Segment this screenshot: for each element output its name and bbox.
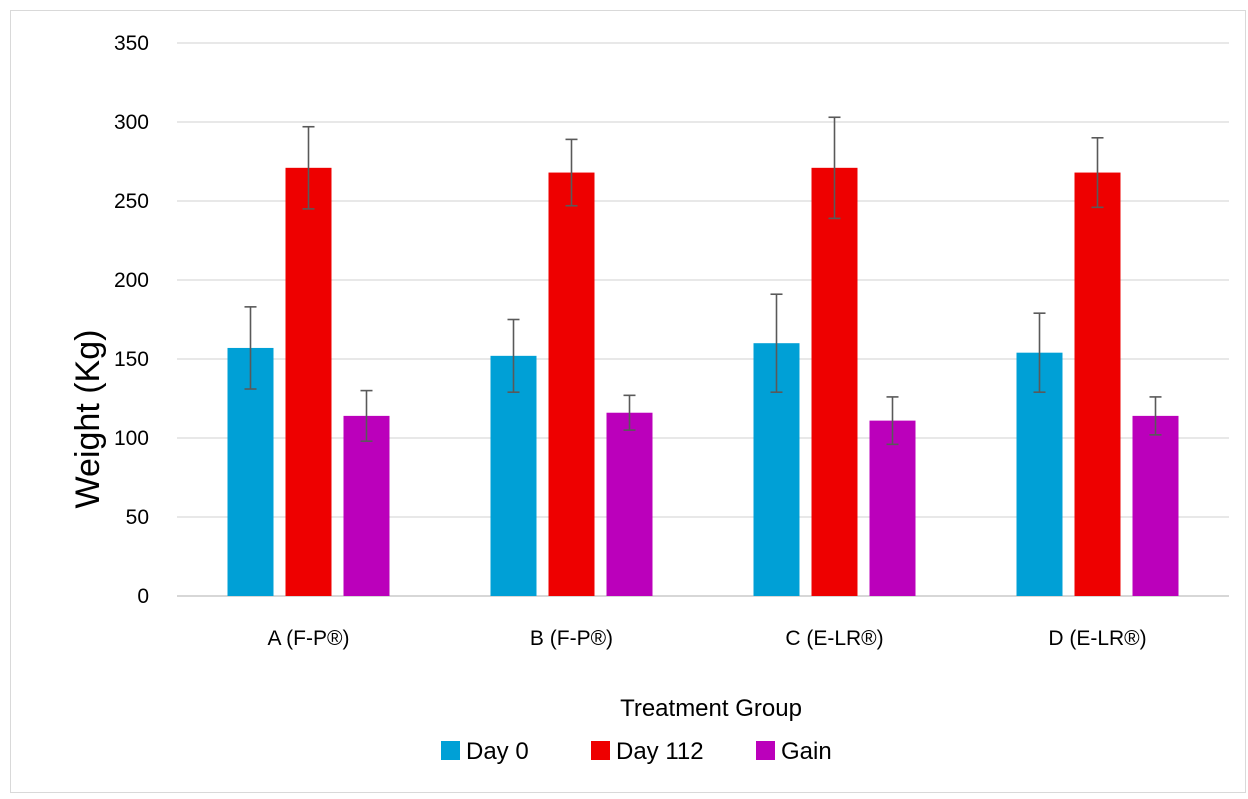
error-bar [1091, 137, 1104, 209]
x-category-label: D (E-LR®) [1048, 627, 1146, 650]
chart-frame: 0 50 100 150 200 250 300 350 A (F-P®) B (F-P®) C … [10, 10, 1246, 793]
legend: Day 0 Day 112 Gain [441, 738, 832, 765]
legend-swatch [441, 741, 460, 760]
bar-gain [1132, 415, 1179, 596]
error-bar [565, 138, 578, 207]
error-bar [507, 318, 520, 393]
legend-item: Day 0 [441, 738, 529, 765]
x-category-label: A (F-P®) [268, 627, 350, 650]
gridlines [177, 42, 1229, 597]
y-tick-label: 350 [114, 32, 149, 55]
bar-day-112 [811, 167, 858, 596]
x-axis-categories: A (F-P®) B (F-P®) C (E-LR®) D (E-LR®) [268, 627, 1147, 650]
error-bar [770, 293, 783, 393]
y-tick-label: 150 [114, 348, 149, 371]
legend-label: Day 0 [466, 738, 529, 765]
bar-day-0 [490, 355, 537, 596]
error-bar [1149, 396, 1162, 436]
x-axis-title: Treatment Group [620, 695, 802, 722]
legend-swatch [756, 741, 775, 760]
error-bar [244, 306, 257, 390]
error-bar [1033, 312, 1046, 393]
error-bar [623, 394, 636, 431]
legend-item: Day 112 [591, 738, 704, 765]
y-tick-label: 0 [137, 585, 149, 608]
error-bar [828, 116, 841, 220]
x-category-label: C (E-LR®) [785, 627, 883, 650]
x-category-label: B (F-P®) [530, 627, 613, 650]
bar-gain [869, 420, 916, 596]
bar-chart: 0 50 100 150 200 250 300 350 A (F-P®) B (F-P®) C … [69, 32, 1229, 765]
y-tick-label: 50 [126, 506, 149, 529]
legend-swatch [591, 741, 610, 760]
bar-gain [343, 415, 390, 596]
legend-label: Day 112 [616, 738, 704, 765]
y-axis-ticks: 0 50 100 150 200 250 300 350 [114, 32, 149, 608]
bar-day-112 [285, 167, 332, 596]
bar-day-0 [1016, 352, 1063, 596]
error-bar [360, 389, 373, 442]
bar-day-112 [1074, 172, 1121, 596]
y-tick-label: 300 [114, 111, 149, 134]
error-bar [886, 396, 899, 446]
y-tick-label: 100 [114, 427, 149, 450]
y-tick-label: 250 [114, 190, 149, 213]
legend-item: Gain [756, 738, 832, 765]
error-bar [302, 125, 315, 210]
y-axis-title: Weight (Kg) [69, 330, 107, 509]
y-tick-label: 200 [114, 269, 149, 292]
error-bars [244, 116, 1162, 446]
bar-day-112 [548, 172, 595, 596]
bar-gain [606, 412, 653, 596]
legend-label: Gain [781, 738, 832, 765]
bars [227, 167, 1179, 596]
